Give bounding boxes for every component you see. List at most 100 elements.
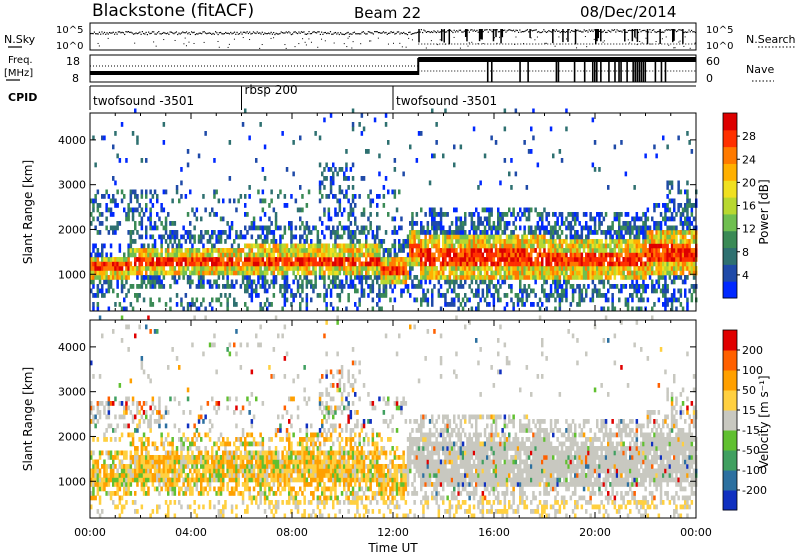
heatmap-cell bbox=[679, 293, 683, 298]
nsearch-point bbox=[249, 39, 251, 41]
heatmap-cell bbox=[613, 216, 617, 222]
heatmap-cell bbox=[411, 225, 414, 231]
heatmap-cell bbox=[94, 482, 97, 487]
heatmap-cell bbox=[554, 239, 557, 244]
heatmap-cell bbox=[501, 243, 504, 249]
heatmap-cell bbox=[409, 275, 412, 280]
heatmap-cell bbox=[125, 455, 128, 460]
heatmap-cell bbox=[483, 261, 487, 267]
heatmap-cell bbox=[101, 464, 104, 469]
heatmap-cell bbox=[261, 279, 265, 285]
heatmap-cell bbox=[393, 284, 397, 289]
heatmap-cell bbox=[175, 234, 179, 240]
heatmap-cell bbox=[602, 306, 606, 312]
heatmap-cell bbox=[444, 212, 447, 217]
heatmap-cell bbox=[558, 306, 562, 312]
heatmap-cell bbox=[134, 414, 137, 420]
heatmap-cell bbox=[433, 261, 436, 267]
heatmap-cell bbox=[114, 414, 117, 420]
nsearch-point bbox=[233, 38, 235, 40]
heatmap-cell bbox=[468, 243, 471, 249]
heatmap-cell bbox=[486, 261, 489, 267]
heatmap-cell bbox=[215, 239, 218, 244]
heatmap-cell bbox=[263, 284, 267, 289]
heatmap-cell bbox=[558, 266, 562, 271]
heatmap-cell bbox=[688, 248, 691, 253]
nsky-point bbox=[93, 31, 95, 33]
heatmap-cell bbox=[272, 207, 276, 213]
heatmap-cell bbox=[358, 270, 361, 276]
heatmap-cell bbox=[629, 252, 632, 258]
heatmap-cell bbox=[483, 207, 487, 213]
heatmap-cell bbox=[340, 248, 344, 253]
heatmap-cell bbox=[250, 279, 254, 285]
heatmap-cell bbox=[314, 270, 317, 276]
heatmap-cell bbox=[464, 216, 467, 222]
heatmap-cell bbox=[215, 261, 218, 267]
heatmap-cell bbox=[105, 257, 108, 262]
nsky-point bbox=[516, 29, 518, 32]
nsky-point bbox=[515, 29, 517, 31]
heatmap-cell bbox=[147, 257, 150, 262]
heatmap-cell bbox=[136, 401, 139, 406]
heatmap-cell bbox=[288, 261, 291, 267]
heatmap-cell bbox=[272, 230, 276, 235]
nsky-point bbox=[187, 33, 189, 35]
heatmap-cell bbox=[596, 270, 599, 276]
heatmap-cell bbox=[448, 270, 452, 276]
heatmap-cell bbox=[112, 261, 115, 267]
heatmap-cell bbox=[334, 266, 337, 271]
heatmap-cell bbox=[191, 248, 194, 253]
heatmap-cell bbox=[109, 225, 113, 231]
heatmap-cell bbox=[483, 257, 487, 262]
nsky-tick-low: 10^0 bbox=[56, 41, 83, 52]
heatmap-cell bbox=[453, 297, 456, 303]
heatmap-cell bbox=[202, 194, 205, 199]
heatmap-cell bbox=[96, 302, 100, 307]
heatmap-cell bbox=[602, 216, 606, 222]
heatmap-cell bbox=[525, 261, 529, 267]
heatmap-cell bbox=[681, 248, 685, 253]
heatmap-cell bbox=[475, 279, 478, 285]
heatmap-cell bbox=[512, 248, 515, 253]
heatmap-cell bbox=[591, 252, 595, 258]
heatmap-cell bbox=[684, 234, 687, 240]
heatmap-cell bbox=[527, 257, 531, 262]
heatmap-cell bbox=[116, 455, 119, 460]
heatmap-cell bbox=[213, 212, 216, 217]
heatmap-cell bbox=[123, 468, 126, 474]
heatmap-cell bbox=[107, 288, 111, 294]
heatmap-cell bbox=[376, 261, 379, 267]
heatmap-cell bbox=[567, 225, 570, 231]
heatmap-cell bbox=[604, 252, 608, 258]
heatmap-cell bbox=[648, 270, 652, 276]
heatmap-cell bbox=[393, 257, 397, 262]
nsearch-point bbox=[348, 36, 350, 38]
nsearch-point bbox=[218, 46, 220, 48]
heatmap-cell bbox=[556, 252, 559, 258]
heatmap-cell bbox=[604, 275, 608, 280]
heatmap-cell bbox=[444, 234, 447, 240]
heatmap-cell bbox=[367, 284, 370, 289]
heatmap-cell bbox=[380, 279, 383, 285]
heatmap-cell bbox=[96, 252, 100, 258]
freq-spike bbox=[614, 60, 616, 82]
heatmap-cell bbox=[666, 144, 669, 150]
heatmap-cell bbox=[237, 270, 240, 276]
heatmap-cell bbox=[624, 171, 628, 177]
nsearch-point bbox=[534, 39, 536, 41]
heatmap-cell bbox=[666, 234, 669, 240]
heatmap-cell bbox=[552, 248, 555, 253]
heatmap-cell bbox=[362, 266, 366, 271]
heatmap-cell bbox=[428, 207, 432, 213]
heatmap-cell bbox=[664, 284, 667, 289]
heatmap-cell bbox=[631, 225, 634, 231]
heatmap-cell bbox=[92, 491, 95, 496]
heatmap-cell bbox=[362, 225, 366, 231]
heatmap-cell bbox=[360, 230, 364, 235]
heatmap-cell bbox=[114, 203, 117, 208]
heatmap-cell bbox=[470, 225, 474, 231]
heatmap-cell bbox=[523, 266, 526, 271]
heatmap-cell bbox=[147, 216, 150, 222]
heatmap-cell bbox=[259, 234, 262, 240]
